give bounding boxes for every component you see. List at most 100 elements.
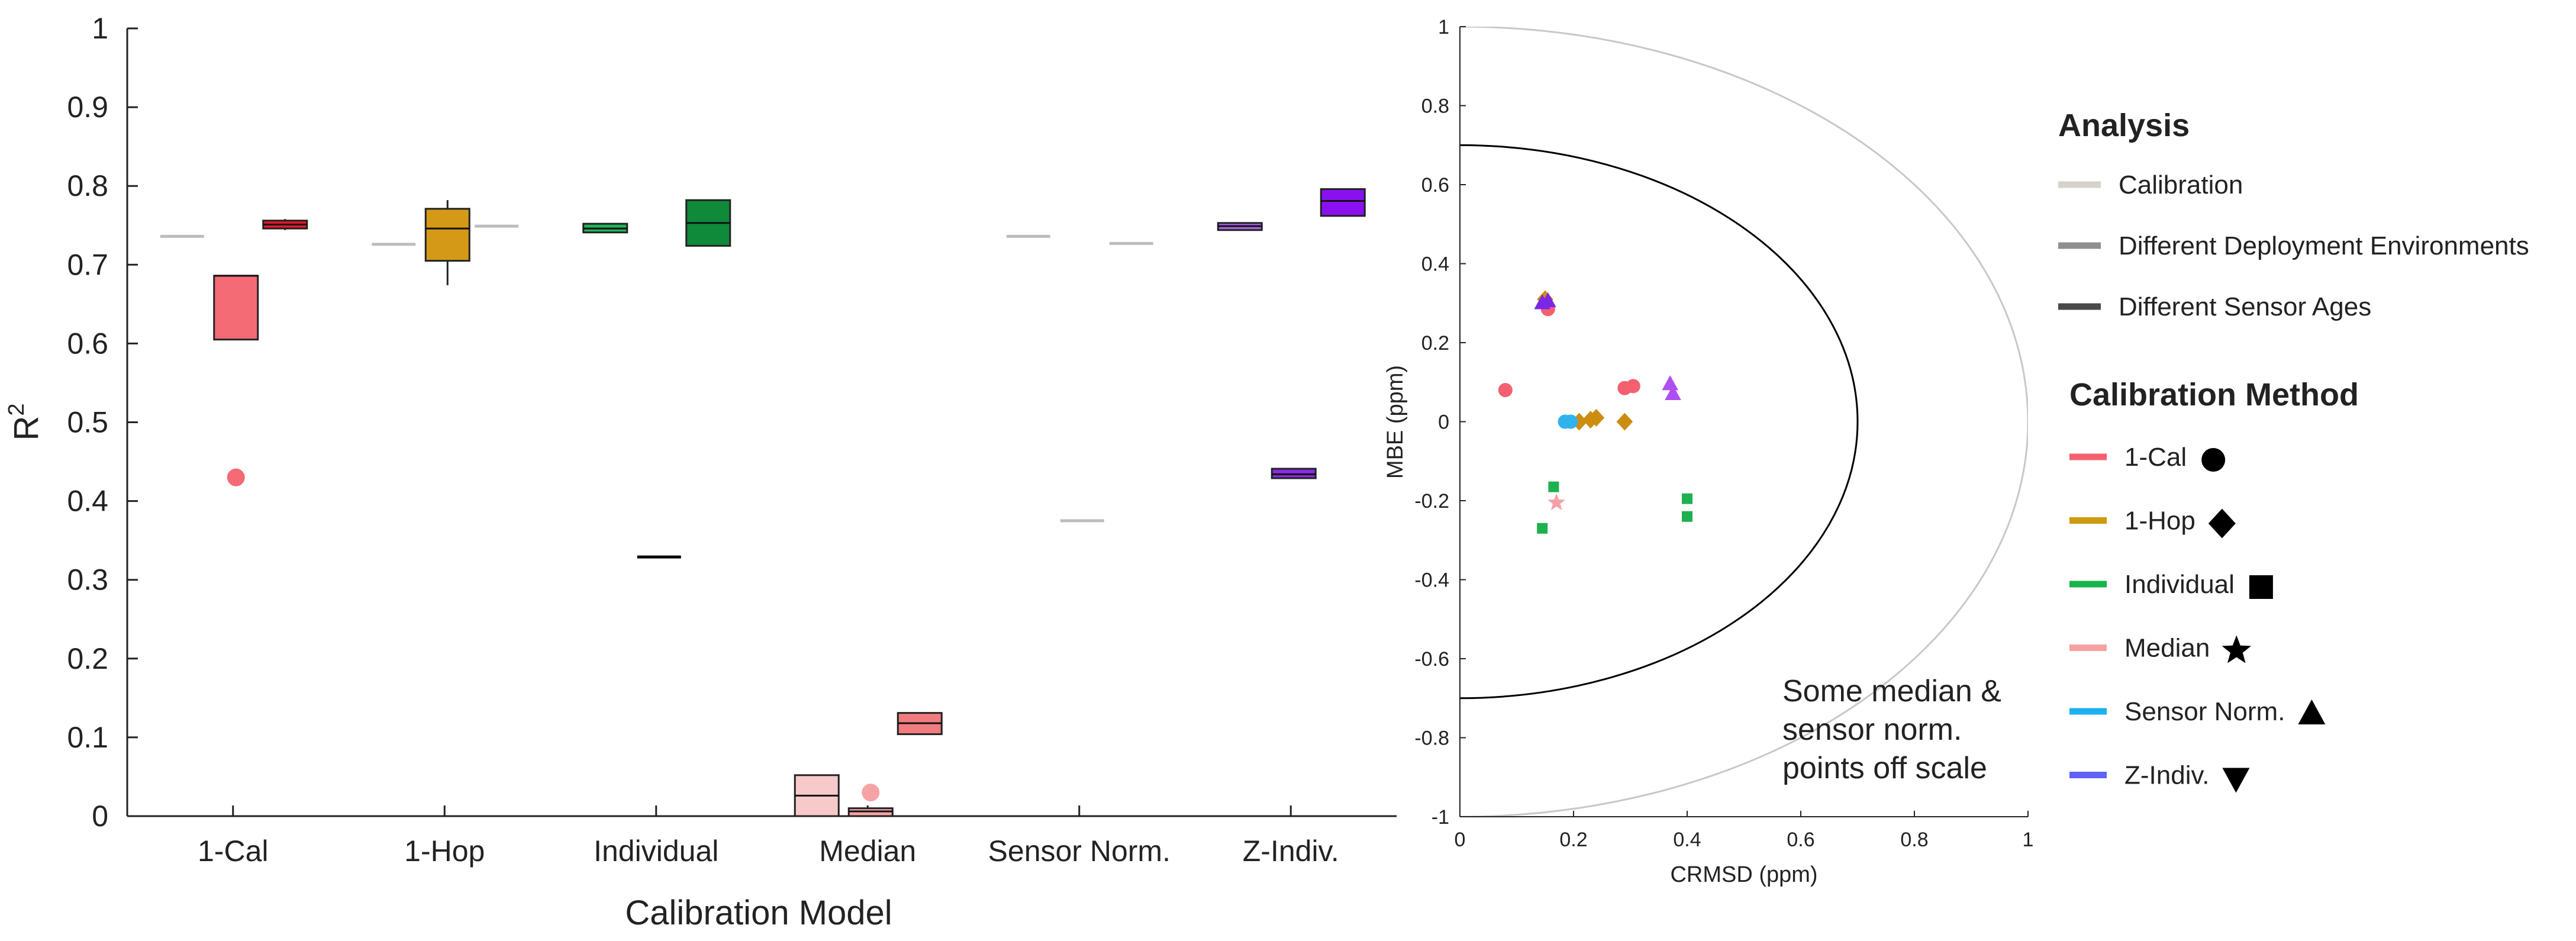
- target-x-tick-label: 0: [1455, 829, 1466, 851]
- box-z-indiv--1: [1271, 468, 1317, 479]
- target-y-tick-label: -0.6: [1414, 648, 1449, 671]
- target-point-1-cal: [1626, 379, 1640, 394]
- box-x-axis-label: Calibration Model: [625, 894, 892, 932]
- legend-method-triangle-up-icon: [2298, 700, 2326, 724]
- target-y-tick-label: 0.8: [1421, 95, 1449, 118]
- box-y-tick-label: 0.6: [67, 327, 108, 360]
- box-1-cal-2: [262, 219, 308, 230]
- box-rect: [424, 208, 470, 262]
- box-y-tick-label: 0.2: [67, 642, 108, 675]
- legend-analysis-label: Different Deployment Environments: [2119, 231, 2529, 260]
- target-circles: [1460, 27, 2028, 817]
- legend-method-label: Z-Indiv.: [2124, 761, 2209, 790]
- box-marks: [160, 188, 1366, 817]
- box-y-axis-label-superscript: 2: [4, 403, 29, 415]
- target-y-tick-label: 0.6: [1421, 174, 1449, 196]
- box-y-tick-label: 0.9: [67, 91, 108, 124]
- box-y-tick-label: 0.8: [67, 169, 108, 202]
- legend-analysis-title: Analysis: [2058, 108, 2190, 143]
- box-rect: [213, 275, 259, 341]
- box-median-0: [794, 774, 840, 817]
- box-x-tick-label: Sensor Norm.: [988, 834, 1171, 868]
- legend-method-circle-icon: [2201, 448, 2226, 472]
- box-y-ticks: 0 0.1 0.2 0.3 0.4 0.5 0.6 0.7 0.8 0.9 1: [67, 12, 138, 833]
- legend-method-triangle-down-icon: [2222, 768, 2250, 793]
- target-point-individual: [1548, 481, 1559, 492]
- target-x-axis-label: CRMSD (ppm): [1670, 862, 1817, 887]
- target-diagram-panel: -1 -0.8 -0.6 -0.4 -0.2 0 0.2 0.4 0.6 0.8 1 0 0.2 0.4…: [1383, 16, 2034, 887]
- box-y-tick-label: 0.1: [67, 721, 108, 754]
- legend-method-label: Individual: [2124, 570, 2235, 599]
- target-y-tick-label: 0: [1438, 411, 1449, 434]
- target-point-individual: [1682, 511, 1692, 522]
- box-1-cal-1: [213, 275, 259, 486]
- target-x-tick-label: 0.6: [1787, 829, 1814, 851]
- target-y-tick-label: 0.4: [1421, 253, 1449, 276]
- box-median-2: [897, 712, 943, 736]
- box-individual-0: [582, 223, 628, 234]
- legend-method-square-icon: [2249, 575, 2273, 599]
- target-x-tick-label: 0.8: [1900, 829, 1928, 851]
- target-y-tick-label: 1: [1438, 16, 1449, 38]
- box-y-tick-label: 0.7: [67, 248, 108, 281]
- target-x-tick-label: 1: [2023, 829, 2034, 851]
- legend-analysis-label: Different Sensor Ages: [2119, 292, 2371, 321]
- box-y-tick-label: 0.4: [67, 485, 108, 518]
- box-rect: [1320, 188, 1366, 217]
- box-x-tick-label: Median: [819, 834, 916, 868]
- target-y-ticks: -1 -0.8 -0.6 -0.4 -0.2 0 0.2 0.4 0.6 0.8 1: [1414, 16, 1466, 829]
- target-y-tick-label: 0.2: [1421, 332, 1449, 355]
- box-median-1: [847, 784, 894, 817]
- box-y-axis-label: R2: [4, 403, 46, 440]
- target-points: [1498, 290, 1692, 534]
- target-x-tick-label: 0.2: [1559, 829, 1587, 851]
- target-y-axis-label: MBE (ppm): [1383, 365, 1408, 479]
- legend-method-label: 1-Hop: [2124, 507, 2195, 536]
- legend-method-label: Median: [2124, 634, 2210, 663]
- target-circle-r0.7: [1460, 144, 1859, 700]
- box-x-tick-label: Individual: [594, 834, 718, 868]
- box-x-tick-label: 1-Hop: [404, 834, 485, 868]
- target-x-ticks: 0 0.2 0.4 0.6 0.8 1: [1455, 811, 2034, 851]
- box-x-tick-label: Z-Indiv.: [1243, 834, 1339, 868]
- box-y-tick-label: 0: [92, 800, 108, 833]
- target-y-tick-label: -0.2: [1414, 490, 1449, 513]
- target-point-z-indiv-: [1540, 292, 1556, 308]
- legend-method-items: 1-Cal 1-Hop Individual Median Sensor Norm. Z-…: [2069, 443, 2326, 793]
- target-point-1-cal: [1498, 383, 1513, 398]
- box-y-axis-label-base: R: [7, 416, 46, 441]
- box-z-indiv--2: [1320, 188, 1366, 217]
- box-y-tick-label: 0.3: [67, 563, 108, 597]
- target-point-z-indiv-: [1662, 375, 1678, 391]
- target-point-z-indiv-: [1665, 385, 1681, 400]
- box-outlier-point: [862, 784, 880, 802]
- box-1-hop-1: [424, 200, 470, 285]
- legend-analysis-items: Calibration Different Deployment Environm…: [2058, 170, 2529, 321]
- target-y-tick-label: -0.4: [1414, 569, 1449, 592]
- legend-method-label: Sensor Norm.: [2124, 697, 2285, 726]
- box-y-tick-label: 1: [92, 12, 108, 45]
- target-point-individual: [1682, 493, 1692, 504]
- legend-method-label: 1-Cal: [2124, 443, 2187, 472]
- target-annotation-line-2: sensor norm.: [1782, 713, 1962, 747]
- box-y-tick-label: 0.5: [67, 406, 108, 439]
- target-point-individual: [1537, 523, 1548, 534]
- box-x-ticks: 1-Cal 1-Hop Individual Median Sensor Norm. Z-…: [198, 805, 1339, 868]
- box-outlier-point: [227, 468, 245, 486]
- legend-method-diamond-icon: [2208, 508, 2236, 539]
- box-z-indiv--0: [1217, 222, 1263, 231]
- target-y-tick-label: -0.8: [1414, 727, 1449, 750]
- box-plot-panel: 0 0.1 0.2 0.3 0.4 0.5 0.6 0.7 0.8 0.9 1 1-Cal 1-Hop…: [4, 12, 1397, 932]
- target-point-1-hop: [1588, 408, 1605, 427]
- target-point-median: [1547, 493, 1565, 510]
- target-point-sensor-norm-: [1563, 414, 1578, 429]
- legend-method-star-icon: [2222, 635, 2251, 663]
- legend-analysis-label: Calibration: [2119, 170, 2243, 199]
- target-point-1-hop: [1616, 413, 1633, 431]
- target-y-tick-label: -1: [1432, 806, 1449, 829]
- target-annotation-line-1: Some median &: [1782, 674, 2001, 708]
- target-point-1-hop: [1571, 413, 1588, 431]
- target-x-tick-label: 0.4: [1673, 829, 1701, 851]
- legend-method-title: Calibration Method: [2069, 377, 2359, 413]
